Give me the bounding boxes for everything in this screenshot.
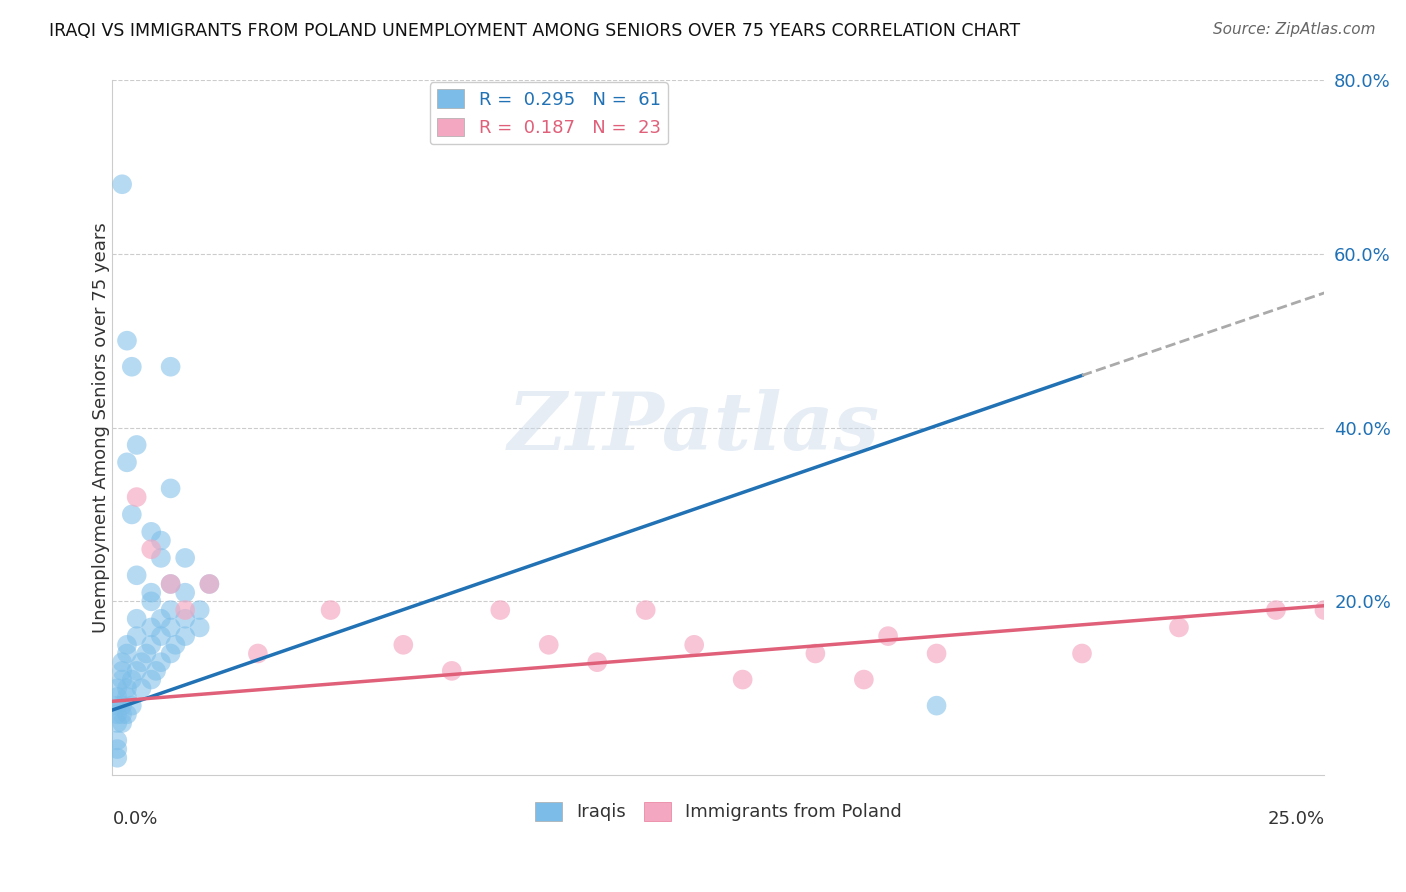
Point [121,508,143,522]
Point [125,664,148,678]
Point [105,707,128,722]
Point [925,698,948,713]
Point [319,603,342,617]
Point [149,550,172,565]
Point [149,655,172,669]
Point [141,585,163,599]
Point [145,664,167,678]
Point [683,638,706,652]
Point [141,542,163,557]
Point [111,698,134,713]
Point [877,629,900,643]
Point [149,533,172,548]
Point [111,655,134,669]
Point [586,655,609,669]
Point [111,664,134,678]
Point [188,620,211,634]
Legend: Iraqis, Immigrants from Poland: Iraqis, Immigrants from Poland [527,795,910,829]
Point [188,603,211,617]
Point [165,638,187,652]
Point [131,681,153,696]
Point [489,603,512,617]
Point [105,751,128,765]
Point [135,647,157,661]
Point [198,577,221,591]
Point [125,490,148,504]
Point [141,524,163,539]
Point [111,178,134,192]
Point [1071,647,1094,661]
Point [105,690,128,704]
Point [125,568,148,582]
Text: Source: ZipAtlas.com: Source: ZipAtlas.com [1212,22,1375,37]
Point [1313,603,1336,617]
Point [115,638,138,652]
Point [115,690,138,704]
Point [111,707,134,722]
Point [159,577,181,591]
Text: ZIPatlas: ZIPatlas [508,389,880,467]
Point [131,655,153,669]
Point [174,603,197,617]
Point [440,664,463,678]
Point [159,620,181,634]
Point [634,603,657,617]
Point [115,334,138,348]
Point [141,594,163,608]
Point [125,438,148,452]
Point [246,647,269,661]
Text: 25.0%: 25.0% [1267,810,1324,828]
Point [731,673,754,687]
Point [149,629,172,643]
Point [174,550,197,565]
Point [1168,620,1191,634]
Point [159,359,181,374]
Point [537,638,560,652]
Point [105,681,128,696]
Y-axis label: Unemployment Among Seniors over 75 years: Unemployment Among Seniors over 75 years [93,222,110,633]
Point [125,612,148,626]
Point [125,629,148,643]
Point [852,673,875,687]
Point [115,647,138,661]
Point [174,585,197,599]
Point [392,638,415,652]
Point [121,359,143,374]
Point [111,716,134,731]
Point [111,673,134,687]
Point [105,698,128,713]
Point [149,612,172,626]
Point [159,603,181,617]
Point [159,647,181,661]
Point [141,620,163,634]
Text: 0.0%: 0.0% [112,810,157,828]
Point [159,577,181,591]
Point [925,647,948,661]
Point [115,681,138,696]
Point [141,673,163,687]
Point [115,455,138,469]
Point [198,577,221,591]
Point [141,638,163,652]
Point [105,742,128,756]
Point [121,673,143,687]
Point [174,629,197,643]
Point [115,707,138,722]
Point [804,647,827,661]
Point [105,733,128,747]
Point [105,716,128,731]
Point [1264,603,1286,617]
Point [159,482,181,496]
Point [121,698,143,713]
Text: IRAQI VS IMMIGRANTS FROM POLAND UNEMPLOYMENT AMONG SENIORS OVER 75 YEARS CORRELA: IRAQI VS IMMIGRANTS FROM POLAND UNEMPLOY… [49,22,1021,40]
Point [174,612,197,626]
